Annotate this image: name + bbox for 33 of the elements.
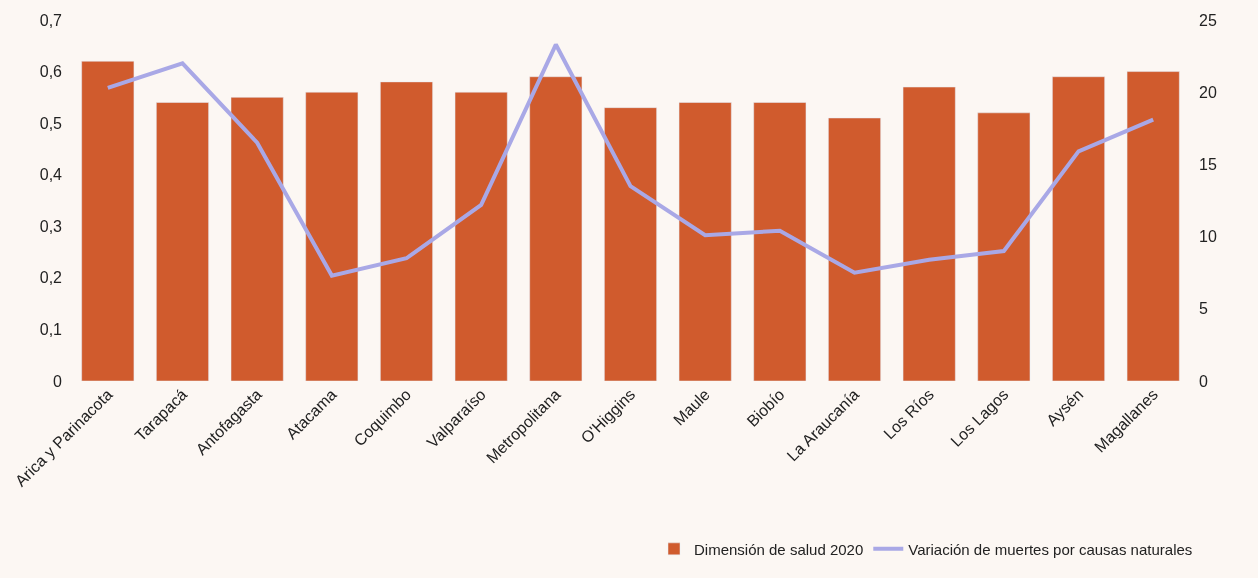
y-tick-label: 0,3 bbox=[39, 217, 63, 235]
bar bbox=[230, 97, 284, 381]
y-tick-label: 0,1 bbox=[39, 321, 63, 339]
y-tick-label: 0,6 bbox=[39, 63, 63, 81]
y-tick-label: 0,7 bbox=[39, 11, 63, 29]
y2-tick-label: 25 bbox=[1199, 11, 1217, 29]
x-tick-label: Los Ríos bbox=[880, 385, 937, 443]
bar bbox=[454, 91, 508, 381]
bar bbox=[305, 91, 359, 381]
bar bbox=[81, 61, 135, 381]
y-tick-label: 0,5 bbox=[39, 114, 63, 132]
y2-tick-label: 20 bbox=[1199, 83, 1217, 101]
line-series bbox=[105, 42, 1156, 278]
y2-tick-label: 15 bbox=[1199, 156, 1217, 173]
bar bbox=[828, 117, 881, 381]
bar bbox=[529, 76, 583, 381]
bar bbox=[1052, 76, 1105, 381]
legend-label: Variación de muertes por causas naturales bbox=[908, 540, 1193, 558]
bar bbox=[156, 102, 209, 381]
y-tick-label: 0 bbox=[53, 372, 63, 390]
bar bbox=[977, 112, 1031, 381]
bar bbox=[380, 81, 433, 381]
y2-tick-label: 5 bbox=[1199, 300, 1208, 318]
bar bbox=[753, 102, 807, 381]
bar bbox=[604, 107, 657, 381]
y2-tick-label: 0 bbox=[1199, 372, 1208, 390]
y-tick-label: 0,2 bbox=[39, 269, 63, 287]
bar bbox=[902, 86, 956, 381]
legend-label: Dimensión de salud 2020 bbox=[694, 540, 864, 558]
y-tick-label: 0,4 bbox=[39, 166, 63, 184]
bar bbox=[1126, 71, 1180, 381]
y2-tick-label: 10 bbox=[1199, 228, 1217, 246]
bar bbox=[678, 102, 732, 381]
